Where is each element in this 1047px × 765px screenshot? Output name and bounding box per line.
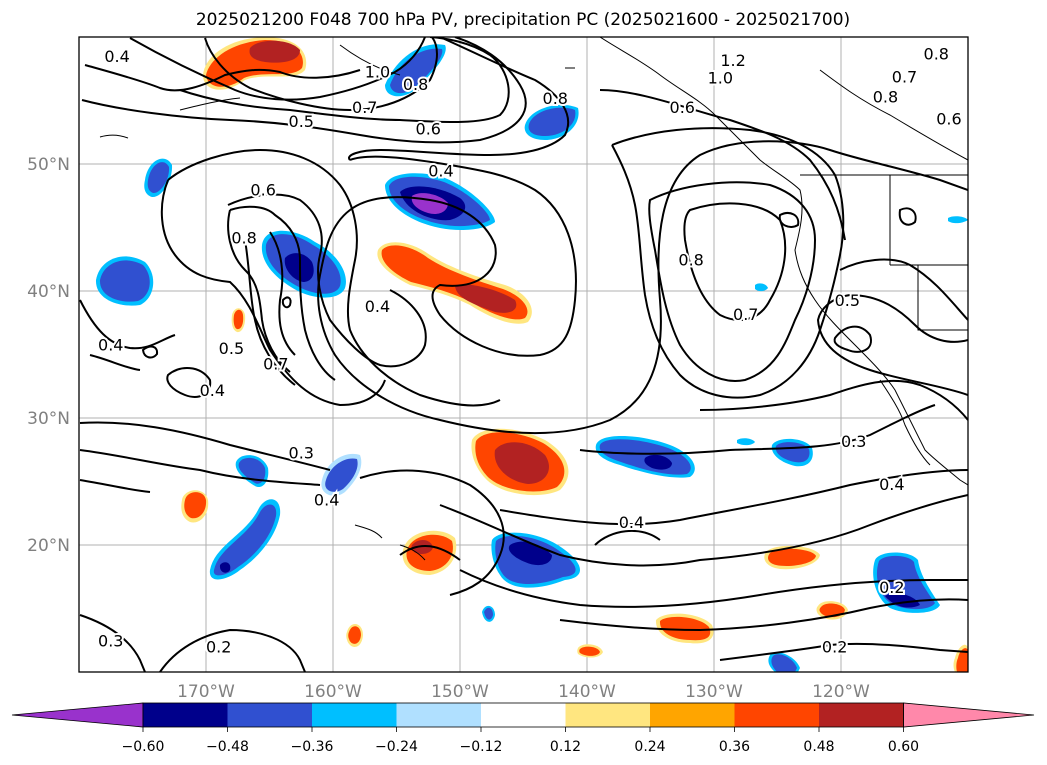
contour-label: 0.4 bbox=[365, 297, 390, 316]
precip-blob bbox=[402, 530, 457, 575]
y-tick-label: 20°N bbox=[27, 536, 70, 556]
pv-contours bbox=[79, 37, 968, 672]
colorbar-extend-high bbox=[903, 702, 1035, 728]
contour-label: 0.7 bbox=[892, 67, 917, 86]
x-tick-label: 170°W bbox=[177, 682, 235, 702]
colorbar-segment bbox=[481, 703, 566, 727]
x-tick-label: 120°W bbox=[812, 682, 870, 702]
contour-label: 0.8 bbox=[403, 75, 428, 94]
colorbar-tick-label: −0.36 bbox=[291, 739, 334, 755]
contour-label: 0.8 bbox=[678, 250, 703, 269]
precip-blob bbox=[768, 652, 800, 672]
contour-label: 0.8 bbox=[231, 229, 256, 248]
precip-blob bbox=[737, 216, 968, 446]
colorbar-tick-label: 0.48 bbox=[803, 739, 834, 755]
colorbar-segment bbox=[312, 703, 397, 727]
precip-blob bbox=[764, 545, 820, 570]
colorbar-segment bbox=[143, 703, 228, 727]
colorbar-segment bbox=[396, 703, 482, 727]
contour-label: 0.5 bbox=[219, 339, 244, 358]
colorbar-tick-label: 0.36 bbox=[719, 739, 750, 755]
contour-label: 0.6 bbox=[250, 180, 275, 199]
contour-label: 0.4 bbox=[200, 381, 225, 400]
precip-blob bbox=[95, 256, 154, 306]
contour-label: 0.6 bbox=[936, 109, 961, 128]
precip-blob bbox=[482, 605, 495, 622]
colorbar-segment bbox=[227, 703, 313, 727]
contour-label: 0.4 bbox=[104, 47, 129, 66]
contour-label: 0.3 bbox=[289, 443, 314, 462]
map-frame bbox=[78, 36, 969, 673]
colorbar: −0.60 −0.48 −0.36 −0.24 −0.12 0.12 0.24 0.36 0.4… bbox=[11, 702, 1035, 755]
colorbar-tick-label: 0.24 bbox=[634, 739, 665, 755]
contour-label: 0.6 bbox=[416, 119, 441, 138]
colorbar-tick-label: −0.48 bbox=[206, 739, 249, 755]
contour-label: 0.3 bbox=[841, 432, 866, 451]
contour-label: 0.8 bbox=[924, 45, 949, 64]
x-tick-label: 130°W bbox=[685, 682, 743, 702]
contour-label: 0.2 bbox=[879, 578, 904, 597]
y-tick-label: 40°N bbox=[27, 282, 70, 302]
colorbar-tick-label: −0.12 bbox=[460, 739, 503, 755]
precip-blob bbox=[231, 308, 246, 333]
contour-label: 0.8 bbox=[543, 89, 568, 108]
precip-pc-shading bbox=[95, 37, 968, 672]
gridlines bbox=[79, 37, 968, 672]
y-tick-label: 30°N bbox=[27, 409, 70, 429]
contour-label: 0.4 bbox=[619, 513, 644, 532]
precip-blob bbox=[491, 532, 580, 588]
contour-label: 0.3 bbox=[98, 631, 123, 650]
contour-label: 1.2 bbox=[720, 51, 745, 70]
coastlines bbox=[99, 37, 968, 561]
precip-blob bbox=[595, 435, 695, 478]
contour-label: 0.2 bbox=[206, 638, 231, 657]
colorbar-extend-low bbox=[11, 702, 144, 728]
map-area: 0.4 1.0 0.8 0.7 0.5 0.6 0.8 0.4 0.6 0.8 0.4 0.5 0.7 0… bbox=[78, 36, 969, 673]
x-tick-label: 160°W bbox=[304, 682, 362, 702]
contour-label: 0.5 bbox=[289, 112, 314, 131]
y-tick-label: 50°N bbox=[27, 155, 70, 175]
precip-blob bbox=[209, 499, 281, 580]
contour-label: 0.8 bbox=[873, 88, 898, 107]
contour-label: 0.4 bbox=[98, 335, 123, 354]
precip-blob bbox=[471, 428, 569, 496]
contour-label: 0.4 bbox=[879, 475, 904, 494]
contour-label: 0.7 bbox=[263, 354, 288, 373]
contour-labels: 0.4 1.0 0.8 0.7 0.5 0.6 0.8 0.4 0.6 0.8 0.4 0.5 0.7 0… bbox=[96, 43, 964, 659]
colorbar-tick-label: 0.12 bbox=[550, 739, 581, 755]
precip-blob bbox=[377, 242, 532, 324]
precip-blob bbox=[346, 624, 363, 647]
colorbar-segment bbox=[734, 703, 820, 727]
colorbar-segment bbox=[650, 703, 735, 727]
precip-blob bbox=[524, 104, 579, 140]
colorbar-segment bbox=[819, 703, 904, 727]
precip-blob bbox=[577, 644, 603, 658]
colorbar-segment bbox=[565, 703, 651, 727]
contour-label: 0.4 bbox=[428, 161, 453, 180]
chart-title: 2025021200 F048 700 hPa PV, precipitatio… bbox=[196, 10, 850, 30]
x-tick-label: 140°W bbox=[558, 682, 616, 702]
precip-blob bbox=[873, 552, 940, 613]
y-axis-ticks: 20°N 30°N 40°N 50°N bbox=[27, 155, 70, 556]
contour-label: 0.4 bbox=[314, 490, 339, 509]
contour-label: 0.2 bbox=[822, 638, 847, 657]
precip-blob bbox=[655, 613, 714, 644]
contour-label: 1.0 bbox=[365, 62, 390, 81]
colorbar-tick-label: 0.60 bbox=[888, 739, 919, 755]
colorbar-tick-label: −0.24 bbox=[375, 739, 418, 755]
contour-label: 0.6 bbox=[670, 98, 695, 117]
precip-blob bbox=[385, 44, 446, 97]
precip-blob bbox=[321, 453, 362, 496]
precip-blob bbox=[181, 490, 209, 523]
precip-blob bbox=[235, 455, 269, 488]
x-axis-ticks: 170°W 160°W 150°W 140°W 130°W 120°W bbox=[177, 682, 870, 702]
colorbar-frame bbox=[142, 702, 904, 728]
x-tick-label: 150°W bbox=[431, 682, 489, 702]
contour-label: 0.7 bbox=[352, 98, 377, 117]
contour-label: 0.7 bbox=[733, 305, 758, 324]
colorbar-tick-label: −0.60 bbox=[122, 739, 165, 755]
contour-label: 0.5 bbox=[835, 291, 860, 310]
contour-label: 1.0 bbox=[708, 69, 733, 88]
